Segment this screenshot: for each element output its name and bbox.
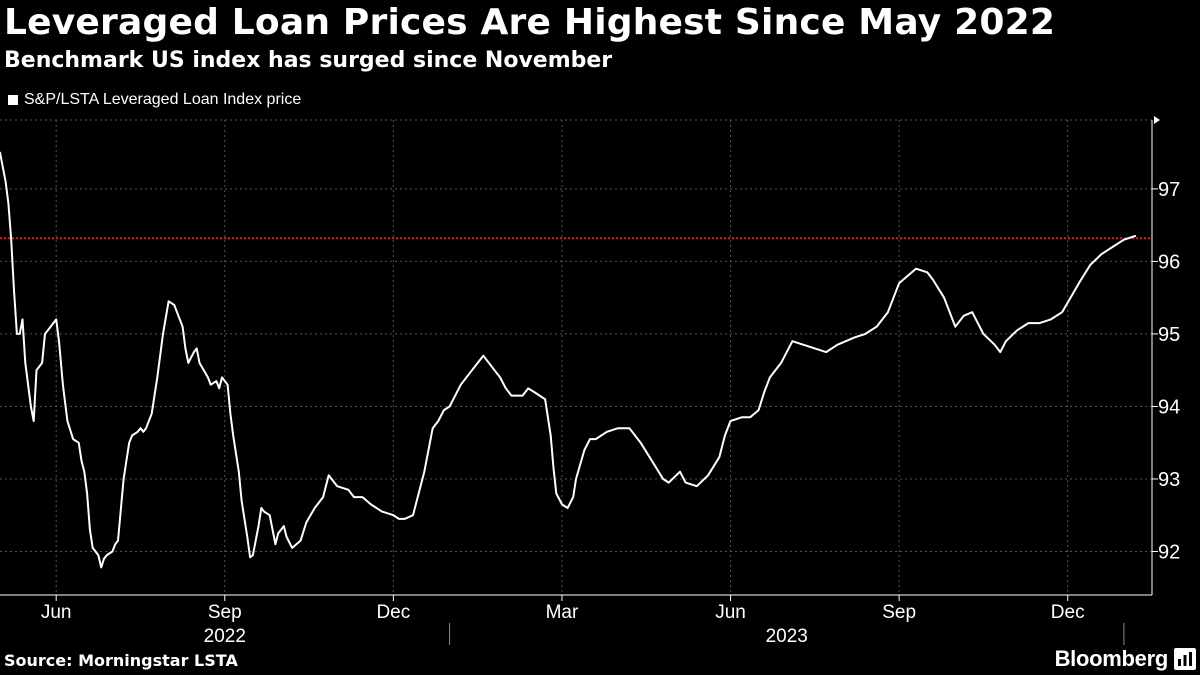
bloomberg-logo: Bloomberg <box>1054 646 1169 671</box>
year-label-2023: 2023 <box>766 626 808 647</box>
x-tick-label-dec-6: Dec <box>1051 602 1085 623</box>
y-tick-label-94: 94 <box>1158 396 1180 418</box>
x-tick-label-mar-3: Mar <box>546 602 579 623</box>
legend-swatch <box>8 95 18 105</box>
x-tick-label-jun-0: Jun <box>41 602 72 623</box>
series-group <box>0 151 1137 569</box>
chart-title: Leveraged Loan Prices Are Highest Since … <box>4 2 1056 43</box>
gridlines <box>0 119 1152 595</box>
y-tick-label-97: 97 <box>1158 179 1180 201</box>
source-note: Source: Morningstar LSTA <box>4 651 238 670</box>
x-tick-label-dec-2: Dec <box>376 602 410 623</box>
y-tick-label-95: 95 <box>1158 324 1180 346</box>
bloomberg-terminal-icon <box>1174 648 1196 670</box>
y-tick-label-96: 96 <box>1158 251 1180 273</box>
axes <box>0 116 1160 645</box>
x-tick-label-jun-4: Jun <box>715 602 746 623</box>
legend: S&P/LSTA Leveraged Loan Index price <box>8 91 301 109</box>
y-tick-label-92: 92 <box>1158 541 1180 563</box>
year-label-2022: 2022 <box>204 626 246 647</box>
axis-labels: 92 93 94 95 96 97 Jun Sep Dec Mar Jun Sep Dec 2022 202… <box>41 179 1180 647</box>
series-line-0 <box>0 151 1137 569</box>
y-tick-label-93: 93 <box>1158 469 1180 491</box>
x-tick-label-sep-5: Sep <box>882 602 916 623</box>
legend-label: S&P/LSTA Leveraged Loan Index price <box>24 91 302 108</box>
x-tick-label-sep-1: Sep <box>208 602 242 623</box>
chart-subtitle: Benchmark US index has surged since Nove… <box>4 48 613 73</box>
y-axis-arrow <box>1154 116 1160 124</box>
